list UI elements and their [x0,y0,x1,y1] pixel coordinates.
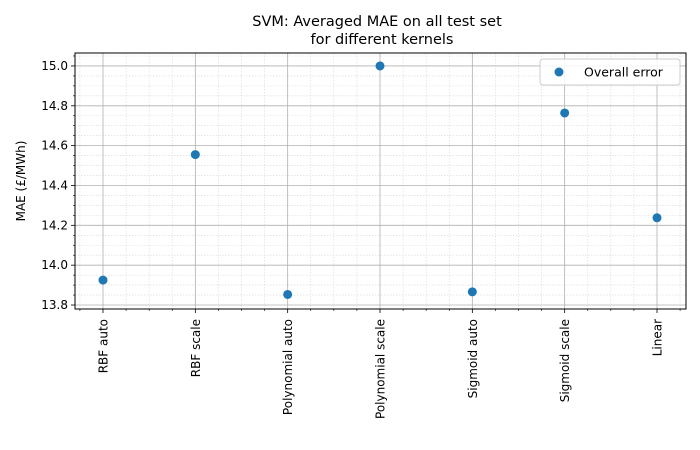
x-tick-label: Polynomial auto [281,319,295,415]
data-point [98,275,108,285]
x-axis: RBF auto RBF scale Polynomial auto Polynomi… [79,309,681,419]
x-tick-label: Sigmoid scale [558,319,572,402]
data-point [375,61,385,71]
y-tick-label: 14.6 [41,139,68,153]
x-tick-label: Linear [651,319,665,356]
legend-marker [554,67,564,77]
data-point [560,108,570,118]
data-point [190,150,200,160]
x-tick-label: RBF auto [97,319,111,373]
chart-title: SVM: Averaged MAE on all test set [252,14,502,30]
y-tick-label: 14.4 [41,178,68,192]
legend-label: Overall error [584,65,664,80]
y-tick-label: 14.0 [41,258,68,272]
y-tick-label: 15.0 [41,59,68,73]
legend-box [539,58,681,86]
y-tick-label: 13.8 [41,298,68,312]
y-axis: 13.8 14.0 14.2 14.4 14.6 14.8 15.0 [41,55,75,312]
plot-frame [74,52,687,310]
x-tick-label: Polynomial scale [374,319,388,419]
minor-gridlines [75,53,686,309]
legend: Overall error [539,58,681,86]
data-points [98,61,662,299]
data-point [652,213,662,223]
y-axis-label: MAE (£/MWh) [14,141,28,222]
x-tick-label: RBF scale [189,319,203,377]
major-gridlines [75,53,686,309]
data-point [467,287,477,297]
chart-subtitle: for different kernels [311,32,454,48]
y-tick-label: 14.2 [41,218,68,232]
x-tick-label: Sigmoid auto [466,319,480,398]
y-tick-label: 14.8 [41,99,68,113]
data-point [283,289,293,299]
